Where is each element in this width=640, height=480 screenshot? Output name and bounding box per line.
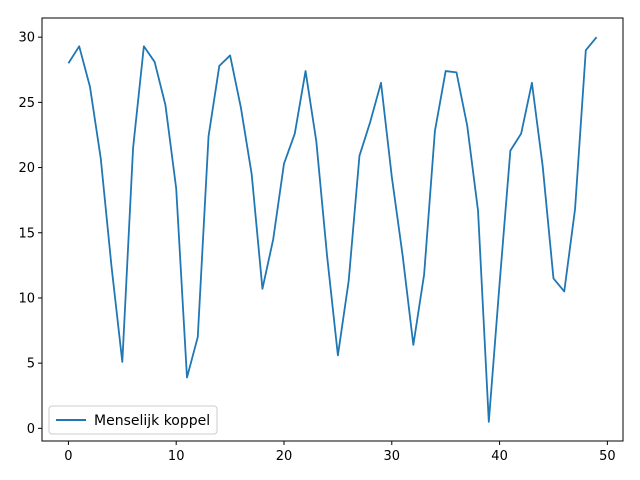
legend: Menselijk koppel [48,405,218,435]
y-tick-label: 10 [18,291,35,306]
x-tick-label: 40 [491,449,508,464]
x-axis-ticks: 0 10 20 30 40 50 [64,441,616,464]
y-tick-label: 15 [18,226,35,241]
y-tick-label: 30 [18,31,35,46]
x-tick-label: 10 [168,449,185,464]
legend-label: Menselijk koppel [94,413,210,429]
x-tick-label: 0 [64,449,72,464]
x-tick-label: 30 [384,449,401,464]
y-tick-label: 20 [18,161,35,176]
y-tick-label: 5 [27,357,35,372]
plot-frame [41,17,624,442]
series-layer [67,36,598,423]
y-tick-label: 25 [18,96,35,111]
x-tick-label: 50 [599,449,616,464]
legend-box [48,405,218,435]
y-axis-ticks: 0 5 10 15 20 25 30 [18,31,42,437]
x-tick-label: 20 [276,449,293,464]
y-tick-label: 0 [27,422,35,437]
series-line [67,36,598,423]
